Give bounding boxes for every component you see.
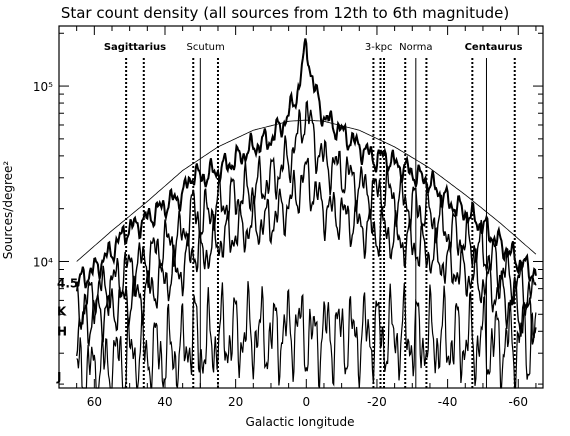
x-tick-label: -60 bbox=[508, 395, 528, 409]
arm-label: Scutum bbox=[187, 42, 225, 53]
x-tick-label: 60 bbox=[87, 395, 102, 409]
arm-label: Norma bbox=[399, 42, 432, 53]
series-label: J bbox=[56, 370, 61, 384]
x-tick-label: 40 bbox=[157, 395, 172, 409]
series-label: 4.5 bbox=[57, 276, 78, 290]
series-line-H bbox=[76, 157, 537, 357]
plot-area: 60 40 20 0 -20 -40 -60 10⁴ 10⁵ Sagittarius Scutum 3… bbox=[33, 25, 544, 409]
x-tick-label: 20 bbox=[228, 395, 243, 409]
x-tick-label: -40 bbox=[438, 395, 458, 409]
arm-tangents: Sagittarius Scutum 3-kpc Norma Centaurus bbox=[104, 42, 523, 388]
series-line-J bbox=[76, 281, 537, 389]
series-line-K bbox=[76, 99, 537, 327]
arm-label: Sagittarius bbox=[104, 42, 166, 53]
x-tick-label: 0 bbox=[302, 395, 310, 409]
y-axis-label: Sources/degree² bbox=[1, 161, 15, 260]
arm-label: 3-kpc bbox=[365, 42, 393, 53]
chart-title: Star count density (all sources from 12t… bbox=[61, 4, 509, 22]
series-line-4.5 bbox=[75, 38, 537, 289]
x-axis-label: Galactic longitude bbox=[246, 415, 355, 429]
series-label: K bbox=[57, 304, 67, 318]
x-tick-label: -20 bbox=[367, 395, 387, 409]
y-tick-label: 10⁵ bbox=[33, 80, 53, 94]
arm-label: Centaurus bbox=[465, 42, 523, 53]
plot-frame bbox=[58, 25, 544, 389]
series-label: H bbox=[57, 324, 67, 338]
y-tick-label: 10⁴ bbox=[33, 255, 53, 269]
model-curve bbox=[76, 119, 537, 262]
series-layer: 4.5 KH J bbox=[56, 38, 537, 389]
